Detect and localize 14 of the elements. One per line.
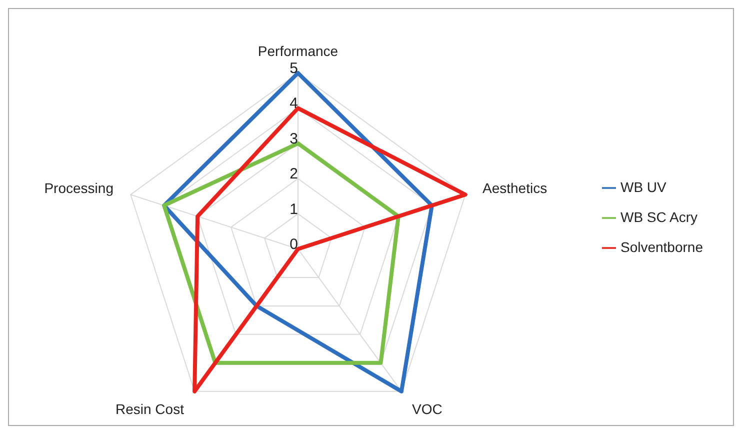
y-tick-label: 0: [290, 236, 298, 253]
legend-label: WB UV: [620, 179, 666, 195]
legend-label: WB SC Acry: [620, 209, 698, 225]
y-tick-label: 2: [290, 166, 298, 183]
spoke-label: Processing: [44, 180, 114, 196]
y-tick-label: 3: [290, 130, 298, 148]
y-tick-label: 5: [290, 60, 298, 77]
y-tick-label: 4: [290, 95, 298, 112]
spoke-label: VOC: [412, 401, 442, 418]
spoke-label: Resin Cost: [116, 401, 184, 418]
legend-label: Solventborne: [620, 239, 703, 255]
y-tick-label: 1: [290, 200, 298, 218]
spoke-label: Aesthetics: [482, 180, 548, 196]
spoke-label: Performance: [258, 43, 338, 59]
